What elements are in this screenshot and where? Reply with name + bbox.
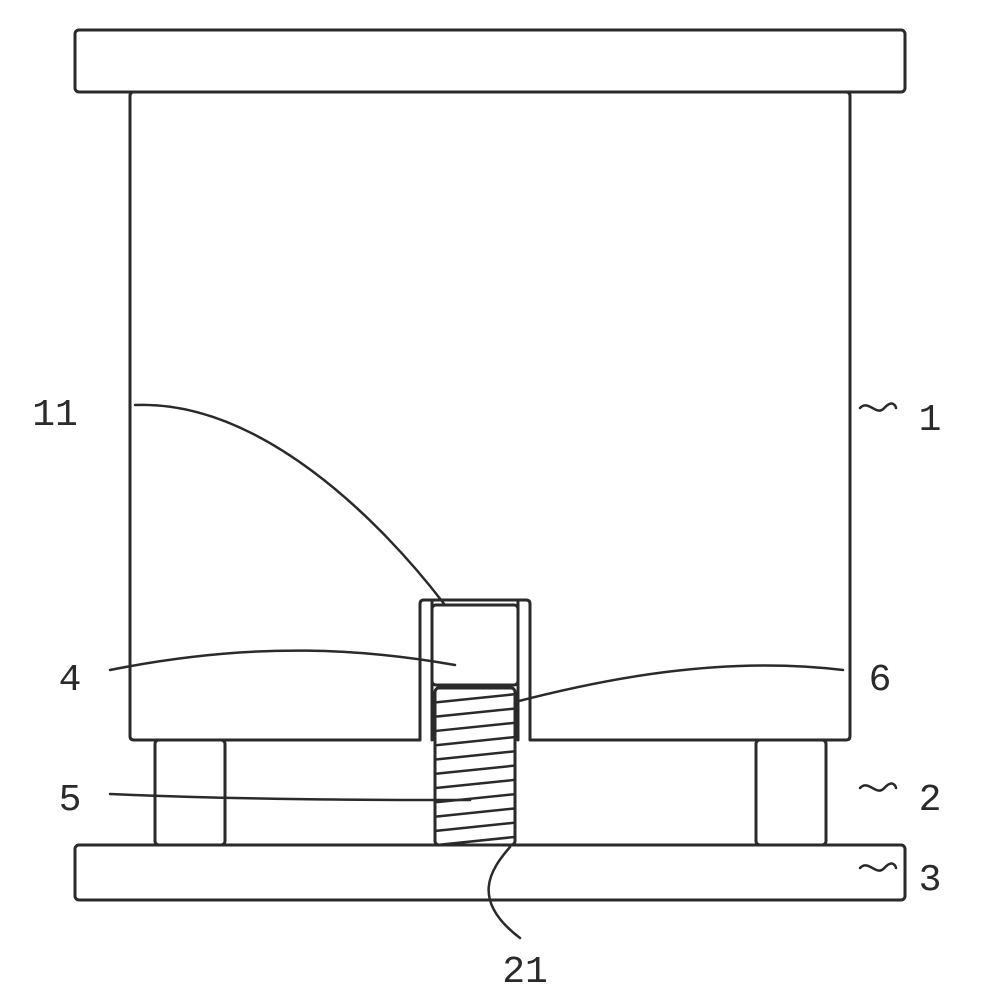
label-1: 1 (919, 399, 942, 442)
label-6: 6 (869, 659, 892, 702)
label-5: 5 (59, 779, 82, 822)
label-2: 2 (919, 779, 942, 822)
label-11: 11 (32, 394, 78, 437)
label-21: 21 (502, 951, 548, 985)
label-3: 3 (919, 859, 942, 902)
label-4: 4 (59, 659, 82, 702)
